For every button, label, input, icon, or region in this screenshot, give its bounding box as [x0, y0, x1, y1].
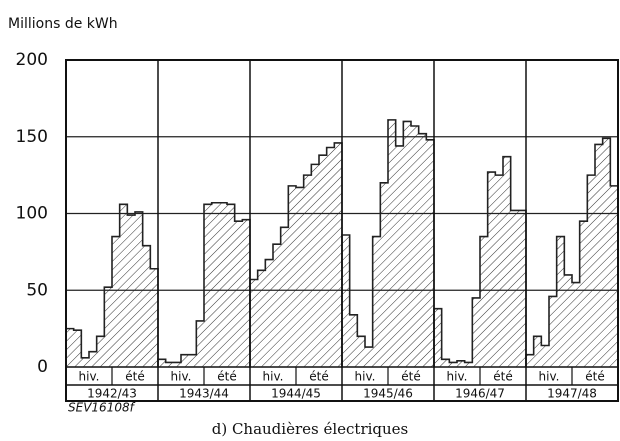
- season-label: été: [493, 370, 512, 384]
- code-label: SEV16108f: [68, 401, 136, 415]
- y-tick-label: 150: [16, 127, 48, 147]
- step-area: [525, 137, 619, 368]
- year-label: 1946/47: [455, 387, 505, 401]
- season-label: hiv.: [355, 370, 376, 384]
- caption: d) Chaudières électriques: [212, 420, 409, 438]
- season-label: hiv.: [263, 370, 284, 384]
- step-area: [433, 155, 527, 368]
- step-area: [341, 119, 435, 368]
- season-label: hiv.: [539, 370, 560, 384]
- step-area: [65, 203, 159, 368]
- y-tick-label: 0: [37, 357, 48, 377]
- season-label: été: [309, 370, 328, 384]
- year-label: 1947/48: [547, 387, 597, 401]
- season-label: été: [401, 370, 420, 384]
- season-label: été: [217, 370, 236, 384]
- year-label: 1942/43: [87, 387, 137, 401]
- season-label: hiv.: [171, 370, 192, 384]
- step-area: [249, 142, 343, 368]
- y-tick-label: 50: [26, 280, 48, 300]
- step-area: [157, 201, 251, 368]
- y-tick-label: 200: [16, 50, 48, 70]
- season-label: été: [585, 370, 604, 384]
- y-axis-title: Millions de kWh: [8, 16, 118, 32]
- year-label: 1943/44: [179, 387, 229, 401]
- year-label: 1944/45: [271, 387, 321, 401]
- y-tick-label: 100: [16, 204, 48, 224]
- year-label: 1945/46: [363, 387, 413, 401]
- season-label: hiv.: [79, 370, 100, 384]
- season-label: hiv.: [447, 370, 468, 384]
- season-label: été: [125, 370, 144, 384]
